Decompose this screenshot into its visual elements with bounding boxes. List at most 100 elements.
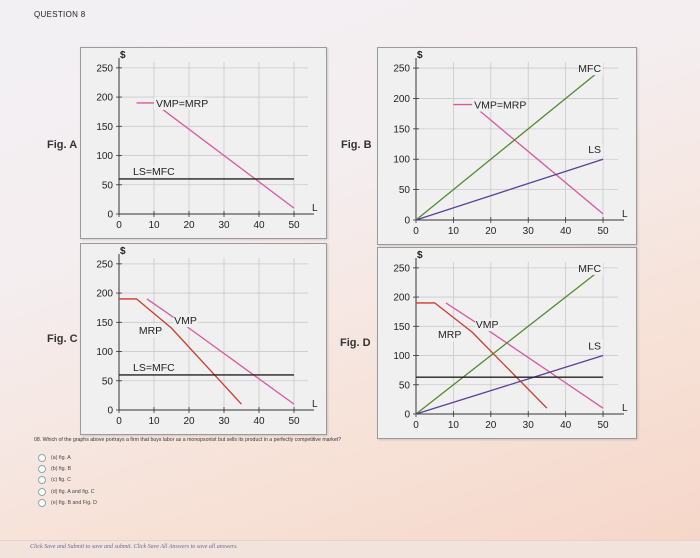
chart-fig-d: 0 10 20 30 40 50 0 50 100 150 200 250 $ L MRP VMP MFC LS — [377, 247, 637, 439]
series-label: LS=MFC — [133, 362, 175, 374]
y-tick-label: 250 — [96, 63, 113, 74]
x-tick-label: 40 — [253, 220, 265, 231]
series-label-bg — [173, 314, 198, 328]
series-label-bg — [437, 328, 462, 342]
series-line-ls — [415, 158, 604, 221]
y-tick-label: 150 — [96, 318, 113, 329]
radio-button[interactable] — [38, 465, 46, 474]
option-d[interactable]: (d) fig. A and fig. C — [38, 486, 97, 497]
x-end-label: L — [622, 209, 628, 220]
fig-label-c: Fig. C — [47, 333, 78, 345]
series-label: VMP — [476, 319, 499, 331]
x-tick-label: 0 — [116, 416, 122, 427]
x-end-label: L — [622, 403, 628, 414]
series-line-mfc — [415, 267, 604, 415]
x-tick-label: 10 — [448, 226, 460, 237]
series-line-mfc — [415, 67, 604, 221]
y-tick-label: 0 — [107, 210, 113, 221]
y-tick-label: 150 — [96, 122, 113, 133]
x-tick-label: 0 — [413, 420, 419, 431]
series-line-mrp — [416, 302, 548, 409]
series-label-bg — [585, 143, 604, 157]
x-tick-label: 30 — [218, 220, 230, 231]
series-label: LS — [588, 144, 601, 156]
series-label-bg — [579, 261, 604, 275]
series-label: LS — [588, 341, 601, 353]
x-tick-label: 40 — [560, 226, 572, 237]
chart-svg: 0 10 20 30 40 50 0 50 100 150 200 250 $ L MRP VMP LS=MFC — [96, 246, 318, 427]
radio-button[interactable] — [38, 487, 46, 496]
x-tick-label: 10 — [148, 416, 160, 427]
x-end-label: L — [312, 399, 318, 410]
question-prompt: 08. Which of the graphs above portrays a… — [34, 437, 342, 443]
x-tick-label: 50 — [288, 416, 300, 427]
radio-button[interactable] — [38, 453, 46, 462]
y-tick-label: 150 — [393, 322, 410, 333]
option-a[interactable]: (a) fig. A — [38, 452, 97, 463]
series-line-ls — [415, 354, 604, 415]
y-tick-label: 50 — [399, 380, 411, 391]
radio-button[interactable] — [38, 476, 46, 485]
series-label-bg — [472, 98, 523, 112]
series-label-bg — [585, 339, 604, 353]
x-tick-label: 10 — [148, 220, 160, 231]
series-label: MFC — [578, 263, 601, 275]
y-tick-label: 100 — [393, 351, 410, 362]
series-line-mrp — [119, 298, 242, 405]
series-label: VMP=MRP — [156, 98, 208, 110]
x-tick-label: 20 — [485, 420, 497, 431]
x-end-label: L — [312, 203, 318, 214]
y-tick-label: 200 — [96, 93, 113, 104]
option-label: (b) fig. B — [51, 466, 72, 473]
series-label-bg — [131, 164, 175, 178]
footer-bar: Click Save and Submit to save and submit… — [0, 540, 700, 558]
y-unit-label: $ — [120, 50, 126, 61]
chart-fig-b: 0 10 20 30 40 50 0 50 100 150 200 250 $ L VMP=MRP MFC LS — [377, 47, 637, 245]
y-tick-label: 100 — [96, 151, 113, 162]
series-label: VMP — [174, 315, 197, 327]
chart-svg: 0 10 20 30 40 50 0 50 100 150 200 250 $ L VMP=MRP MFC LS — [393, 50, 628, 237]
x-tick-label: 20 — [485, 226, 497, 237]
fig-label-d: Fig. D — [340, 337, 371, 349]
x-tick-label: 50 — [288, 220, 300, 231]
y-tick-label: 50 — [399, 185, 411, 196]
x-tick-label: 30 — [218, 416, 230, 427]
y-unit-label: $ — [120, 246, 126, 257]
option-e[interactable]: (e) fig. B and Fig. D — [38, 498, 97, 509]
fig-label-b: Fig. B — [341, 139, 372, 151]
y-tick-label: 0 — [404, 410, 410, 421]
x-tick-label: 50 — [597, 420, 609, 431]
chart-svg: 0 10 20 30 40 50 0 50 100 150 200 250 $ L MRP VMP MFC LS — [393, 250, 628, 431]
x-tick-label: 10 — [448, 420, 460, 431]
x-tick-label: 30 — [523, 420, 535, 431]
chart-svg: 0 10 20 30 40 50 0 50 100 150 200 250 $ L VMP=MRP LS=MF… — [96, 50, 318, 231]
y-unit-label: $ — [417, 250, 423, 261]
option-c[interactable]: (c) fig. C — [38, 475, 97, 486]
option-label: (c) fig. C — [51, 477, 72, 484]
y-tick-label: 200 — [393, 94, 410, 105]
option-label: (a) fig. A — [51, 454, 71, 461]
option-b[interactable]: (b) fig. B — [38, 463, 97, 474]
y-tick-label: 0 — [404, 216, 410, 227]
series-label: MRP — [139, 325, 162, 337]
question-title: QUESTION 8 — [34, 10, 86, 19]
answer-options: (a) fig. A (b) fig. B (c) fig. C (d) fig… — [38, 452, 97, 509]
series-label: MFC — [578, 63, 601, 75]
x-tick-label: 0 — [116, 220, 122, 231]
series-line-vmp — [445, 302, 604, 409]
x-tick-label: 40 — [253, 416, 265, 427]
y-tick-label: 200 — [96, 289, 113, 300]
radio-button[interactable] — [38, 499, 46, 508]
y-tick-label: 250 — [96, 259, 113, 270]
x-tick-label: 40 — [560, 420, 572, 431]
y-tick-label: 250 — [393, 64, 410, 75]
y-tick-label: 250 — [393, 263, 410, 274]
y-tick-label: 50 — [102, 376, 114, 387]
series-label: LS=MFC — [133, 166, 175, 178]
y-tick-label: 100 — [96, 347, 113, 358]
x-tick-label: 20 — [183, 220, 195, 231]
y-tick-label: 100 — [393, 155, 410, 166]
y-tick-label: 150 — [393, 124, 410, 135]
x-tick-label: 20 — [183, 416, 195, 427]
x-tick-label: 0 — [413, 226, 419, 237]
